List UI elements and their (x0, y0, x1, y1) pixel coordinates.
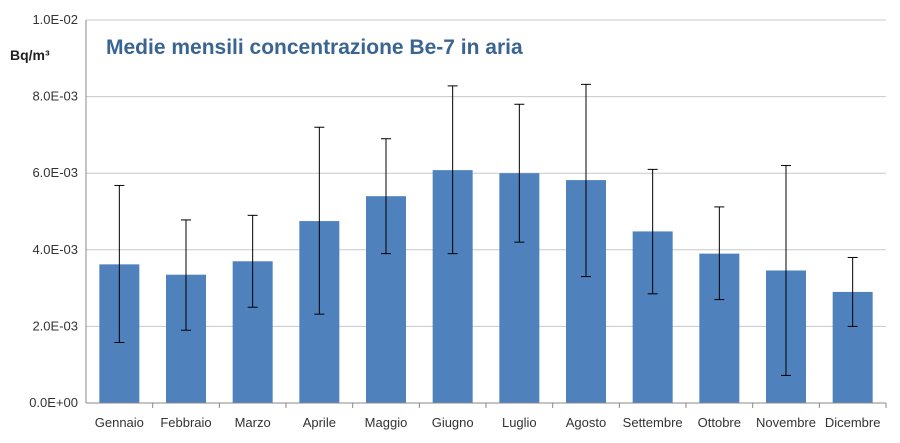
error-bar (514, 103, 525, 243)
chart-title: Medie mensili concentrazione Be-7 in ari… (106, 36, 523, 59)
error-bar (781, 165, 791, 376)
y-tick-label: 6.0E-03 (32, 165, 78, 180)
y-tick-label: 0.0E+00 (29, 395, 78, 410)
gridlines (86, 19, 886, 327)
x-tick-label: Luglio (502, 415, 537, 430)
bars (99, 170, 873, 403)
y-tick-labels: 0.0E+00 2.0E-03 4.0E-03 6.0E-03 8.0E-03 1.0E-… (29, 12, 78, 410)
x-tick-label: Febbraio (160, 415, 211, 430)
x-tick-label: Dicembre (825, 415, 881, 430)
y-axis-label: Bq/m³ (10, 47, 50, 63)
error-bar (447, 85, 458, 255)
y-tick-label: 8.0E-03 (32, 89, 78, 104)
error-bar (381, 138, 391, 255)
error-bar (114, 184, 125, 343)
x-tick-label: Ottobre (698, 415, 741, 430)
x-tick-label: Giugno (432, 415, 474, 430)
y-tick-label: 2.0E-03 (32, 318, 78, 333)
error-bar (647, 168, 658, 295)
x-tick-label: Settembre (623, 415, 683, 430)
error-bar (314, 126, 325, 315)
x-tick-label: Aprile (303, 415, 336, 430)
error-bar (581, 83, 591, 278)
y-tick-label: 4.0E-03 (32, 242, 78, 257)
x-tick-label: Novembre (756, 415, 816, 430)
y-tick-label: 1.0E-02 (32, 12, 78, 27)
x-tick-label: Maggio (365, 415, 408, 430)
error-bar (181, 219, 191, 331)
error-bar (714, 206, 725, 301)
error-bar (847, 256, 858, 327)
error-bars (114, 83, 858, 376)
x-tick-label: Agosto (566, 415, 606, 430)
x-tick-labels: Gennaio Febbraio Marzo Aprile Maggio Giugno Lu… (95, 403, 887, 430)
x-tick-label: Gennaio (95, 415, 144, 430)
error-bar (247, 214, 258, 308)
x-tick-label: Marzo (235, 415, 271, 430)
